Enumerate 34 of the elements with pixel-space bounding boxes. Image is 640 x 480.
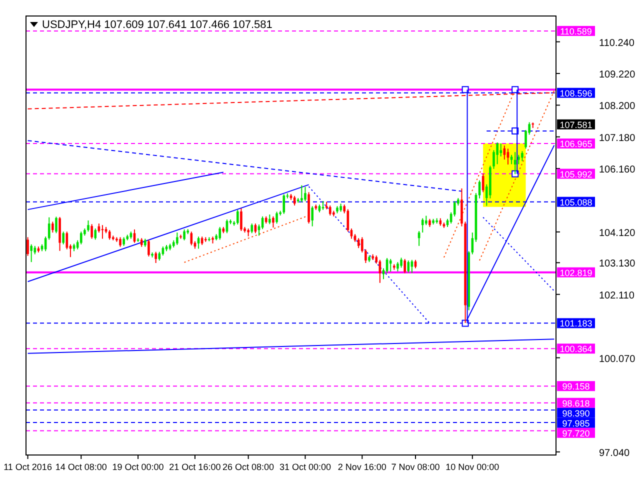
x-tick-label: 19 Oct 00:00: [112, 462, 164, 472]
ref-line-label: 105.088: [560, 197, 592, 208]
text: 107.581: [560, 120, 592, 130]
x-tick-label: 31 Oct 00:00: [279, 462, 331, 472]
y-tick-label: 109.220: [599, 69, 636, 80]
ref-line-label: 98.390: [562, 408, 590, 418]
y-tick-label: 106.160: [599, 164, 636, 176]
x-tick-label: 2 Nov 16:00: [338, 462, 386, 472]
ref-line-label: 101.183: [560, 318, 592, 329]
x-tick-label: 11 Oct 2016: [4, 462, 52, 472]
ref-line-label: 100.364: [560, 344, 592, 354]
y-tick-label: 107.180: [599, 132, 636, 144]
x-tick-label: 10 Nov 00:00: [446, 462, 500, 472]
x-tick-label: 14 Oct 08:00: [55, 462, 107, 472]
ref-line-label: 108.596: [560, 88, 592, 98]
y-tick-label: 110.240: [599, 38, 635, 49]
ref-line-label: 97.720: [562, 428, 590, 438]
ref-line-label: 102.819: [560, 268, 592, 278]
x-tick-label: 26 Oct 08:00: [222, 462, 274, 472]
y-tick-label: 100.070: [599, 354, 636, 365]
ref-line-label: 98.618: [562, 398, 590, 408]
y-tick-label: 103.130: [599, 258, 636, 270]
y-tick-label: 104.120: [599, 228, 636, 239]
y-tick-label: 102.110: [599, 290, 635, 302]
ref-line-label: 99.158: [562, 382, 590, 392]
x-tick-label: 21 Oct 16:00: [169, 462, 221, 472]
ref-line-label: 97.985: [562, 418, 590, 428]
x-tick-label: 7 Nov 08:00: [391, 462, 440, 472]
ref-line-label: 106.965: [560, 139, 592, 150]
ref-line-label: 110.589: [560, 26, 592, 36]
chart-title: USDJPY,H4 107.609 107.641 107.466 107.581: [42, 19, 272, 31]
y-tick-label: 97.040: [599, 448, 630, 459]
ref-line-label: 105.992: [560, 169, 592, 180]
y-tick-label: 108.200: [599, 101, 636, 112]
